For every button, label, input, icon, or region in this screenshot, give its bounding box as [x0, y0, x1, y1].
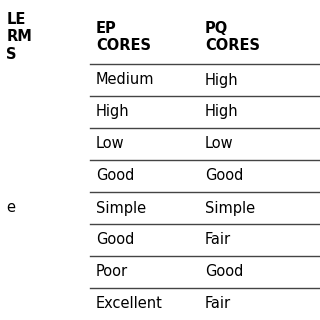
Text: Fair: Fair: [205, 233, 231, 247]
Text: e: e: [6, 201, 15, 215]
Text: Low: Low: [96, 137, 124, 151]
Text: Simple: Simple: [205, 201, 255, 215]
Text: Poor: Poor: [96, 265, 128, 279]
Text: Medium: Medium: [96, 73, 155, 87]
Text: Excellent: Excellent: [96, 297, 163, 311]
Text: High: High: [96, 105, 130, 119]
Text: Fair: Fair: [205, 297, 231, 311]
Text: Good: Good: [205, 265, 243, 279]
Text: Good: Good: [96, 169, 134, 183]
Text: Simple: Simple: [96, 201, 146, 215]
Text: Low: Low: [205, 137, 233, 151]
Text: High: High: [205, 105, 238, 119]
Text: Good: Good: [96, 233, 134, 247]
Text: LE
RM
S: LE RM S: [6, 12, 32, 62]
Text: Good: Good: [205, 169, 243, 183]
Text: EP
CORES: EP CORES: [96, 20, 151, 53]
Text: High: High: [205, 73, 238, 87]
Text: PQ
CORES: PQ CORES: [205, 20, 260, 53]
